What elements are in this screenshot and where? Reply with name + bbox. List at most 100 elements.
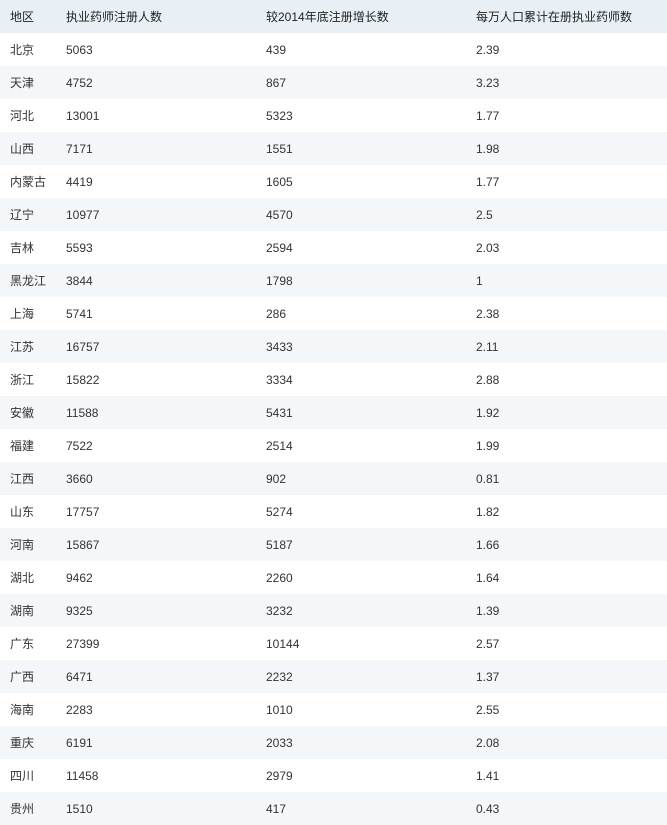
cell-per10k: 2.11 — [470, 330, 667, 363]
cell-per10k: 1.77 — [470, 165, 667, 198]
cell-count: 13001 — [60, 99, 260, 132]
cell-region: 上海 — [0, 297, 60, 330]
cell-count: 6191 — [60, 726, 260, 759]
cell-count: 3660 — [60, 462, 260, 495]
cell-count: 10977 — [60, 198, 260, 231]
cell-region: 天津 — [0, 66, 60, 99]
table-row: 江西36609020.81 — [0, 462, 667, 495]
table-row: 山西717115511.98 — [0, 132, 667, 165]
table-row: 河南1586751871.66 — [0, 528, 667, 561]
cell-growth: 2232 — [260, 660, 470, 693]
cell-per10k: 1.64 — [470, 561, 667, 594]
cell-per10k: 1.41 — [470, 759, 667, 792]
table-row: 湖南932532321.39 — [0, 594, 667, 627]
cell-growth: 2260 — [260, 561, 470, 594]
table-row: 上海57412862.38 — [0, 297, 667, 330]
cell-count: 17757 — [60, 495, 260, 528]
cell-region: 重庆 — [0, 726, 60, 759]
table-row: 河北1300153231.77 — [0, 99, 667, 132]
col-header-count: 执业药师注册人数 — [60, 0, 260, 33]
table-row: 黑龙江384417981 — [0, 264, 667, 297]
cell-per10k: 0.43 — [470, 792, 667, 825]
cell-growth: 3433 — [260, 330, 470, 363]
table-row: 天津47528673.23 — [0, 66, 667, 99]
cell-per10k: 1.77 — [470, 99, 667, 132]
cell-growth: 5431 — [260, 396, 470, 429]
cell-region: 内蒙古 — [0, 165, 60, 198]
cell-count: 5063 — [60, 33, 260, 66]
cell-region: 福建 — [0, 429, 60, 462]
cell-growth: 3334 — [260, 363, 470, 396]
table-row: 江苏1675734332.11 — [0, 330, 667, 363]
cell-per10k: 1.37 — [470, 660, 667, 693]
cell-count: 1510 — [60, 792, 260, 825]
table-row: 安徽1158854311.92 — [0, 396, 667, 429]
cell-count: 2283 — [60, 693, 260, 726]
cell-region: 湖北 — [0, 561, 60, 594]
cell-per10k: 1.39 — [470, 594, 667, 627]
cell-region: 黑龙江 — [0, 264, 60, 297]
cell-region: 山西 — [0, 132, 60, 165]
table-row: 浙江1582233342.88 — [0, 363, 667, 396]
pharmacist-table: 地区 执业药师注册人数 较2014年底注册增长数 每万人口累计在册执业药师数 北… — [0, 0, 667, 825]
cell-growth: 10144 — [260, 627, 470, 660]
table-row: 北京50634392.39 — [0, 33, 667, 66]
cell-region: 四川 — [0, 759, 60, 792]
cell-per10k: 1.98 — [470, 132, 667, 165]
cell-count: 11458 — [60, 759, 260, 792]
cell-per10k: 2.39 — [470, 33, 667, 66]
col-header-growth: 较2014年底注册增长数 — [260, 0, 470, 33]
table-row: 福建752225141.99 — [0, 429, 667, 462]
cell-region: 江苏 — [0, 330, 60, 363]
cell-count: 27399 — [60, 627, 260, 660]
cell-per10k: 0.81 — [470, 462, 667, 495]
cell-count: 15867 — [60, 528, 260, 561]
cell-per10k: 1.66 — [470, 528, 667, 561]
table-header-row: 地区 执业药师注册人数 较2014年底注册增长数 每万人口累计在册执业药师数 — [0, 0, 667, 33]
cell-growth: 5187 — [260, 528, 470, 561]
cell-per10k: 2.5 — [470, 198, 667, 231]
cell-growth: 5323 — [260, 99, 470, 132]
table-row: 内蒙古441916051.77 — [0, 165, 667, 198]
cell-region: 湖南 — [0, 594, 60, 627]
table-row: 吉林559325942.03 — [0, 231, 667, 264]
cell-growth: 5274 — [260, 495, 470, 528]
cell-count: 6471 — [60, 660, 260, 693]
cell-growth: 3232 — [260, 594, 470, 627]
cell-region: 安徽 — [0, 396, 60, 429]
cell-count: 9462 — [60, 561, 260, 594]
cell-region: 吉林 — [0, 231, 60, 264]
col-header-region: 地区 — [0, 0, 60, 33]
cell-count: 11588 — [60, 396, 260, 429]
cell-per10k: 2.08 — [470, 726, 667, 759]
cell-growth: 2033 — [260, 726, 470, 759]
cell-growth: 286 — [260, 297, 470, 330]
table-row: 广东27399101442.57 — [0, 627, 667, 660]
cell-per10k: 2.88 — [470, 363, 667, 396]
cell-per10k: 2.03 — [470, 231, 667, 264]
table-row: 四川1145829791.41 — [0, 759, 667, 792]
cell-growth: 1798 — [260, 264, 470, 297]
table-row: 重庆619120332.08 — [0, 726, 667, 759]
table-row: 湖北946222601.64 — [0, 561, 667, 594]
cell-per10k: 2.55 — [470, 693, 667, 726]
cell-region: 广东 — [0, 627, 60, 660]
cell-count: 5741 — [60, 297, 260, 330]
cell-region: 广西 — [0, 660, 60, 693]
cell-growth: 902 — [260, 462, 470, 495]
cell-per10k: 1.92 — [470, 396, 667, 429]
table-row: 海南228310102.55 — [0, 693, 667, 726]
cell-count: 16757 — [60, 330, 260, 363]
cell-region: 浙江 — [0, 363, 60, 396]
table-row: 山东1775752741.82 — [0, 495, 667, 528]
cell-count: 7171 — [60, 132, 260, 165]
table-row: 辽宁1097745702.5 — [0, 198, 667, 231]
cell-growth: 1605 — [260, 165, 470, 198]
cell-count: 9325 — [60, 594, 260, 627]
col-header-per10k: 每万人口累计在册执业药师数 — [470, 0, 667, 33]
cell-region: 河北 — [0, 99, 60, 132]
cell-growth: 1551 — [260, 132, 470, 165]
cell-per10k: 3.23 — [470, 66, 667, 99]
cell-region: 贵州 — [0, 792, 60, 825]
cell-per10k: 1.99 — [470, 429, 667, 462]
